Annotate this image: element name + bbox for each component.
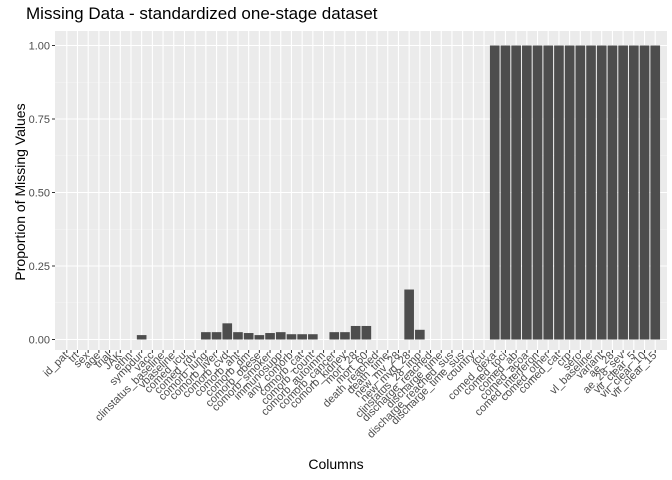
- plot-panel: [55, 31, 667, 350]
- bar: [361, 325, 372, 340]
- y-tick-label: 0.25: [29, 261, 50, 273]
- bar: [243, 333, 254, 340]
- bar: [265, 333, 275, 340]
- bar: [629, 45, 639, 340]
- bar: [522, 45, 532, 340]
- y-tick-label: 0.75: [29, 114, 50, 126]
- bar: [201, 332, 211, 340]
- bar: [500, 45, 511, 340]
- y-axis-title: Proportion of Missing Values: [12, 103, 28, 281]
- y-tick-label: 0.00: [29, 335, 50, 347]
- bar: [136, 335, 147, 340]
- bar: [650, 45, 661, 340]
- bar: [489, 45, 500, 340]
- bar: [415, 329, 425, 340]
- bar: [211, 332, 222, 340]
- bar: [297, 334, 307, 340]
- bar: [308, 334, 318, 340]
- bar: [222, 323, 233, 340]
- bar: [404, 289, 414, 340]
- bar: [596, 45, 607, 340]
- bar: [554, 45, 564, 340]
- bar: [607, 45, 618, 340]
- chart-title: Missing Data - standardized one-stage da…: [26, 4, 378, 23]
- bar: [543, 45, 554, 340]
- bar: [511, 45, 521, 340]
- bar: [233, 332, 243, 340]
- bar: [575, 45, 586, 340]
- x-axis: id_pattrtsexagetrialJAKethnsympdurvacccl…: [41, 349, 659, 441]
- bar: [286, 334, 297, 340]
- bar: [618, 45, 628, 340]
- bar: [254, 335, 265, 340]
- y-tick-label: 1.00: [29, 41, 50, 53]
- bar: [564, 45, 575, 340]
- bar-layer: [136, 45, 661, 340]
- bar: [275, 332, 286, 340]
- x-axis-title: Columns: [308, 456, 364, 472]
- bar: [639, 45, 650, 340]
- bar: [350, 325, 361, 340]
- bar: [532, 45, 543, 340]
- bar: [586, 45, 596, 340]
- bar: [340, 332, 350, 340]
- y-axis: 0.00 0.25 0.50 0.75 1.00: [29, 41, 55, 347]
- bar: [329, 332, 340, 340]
- x-tick-label: id_pat: [41, 350, 71, 380]
- y-tick-label: 0.50: [29, 188, 50, 200]
